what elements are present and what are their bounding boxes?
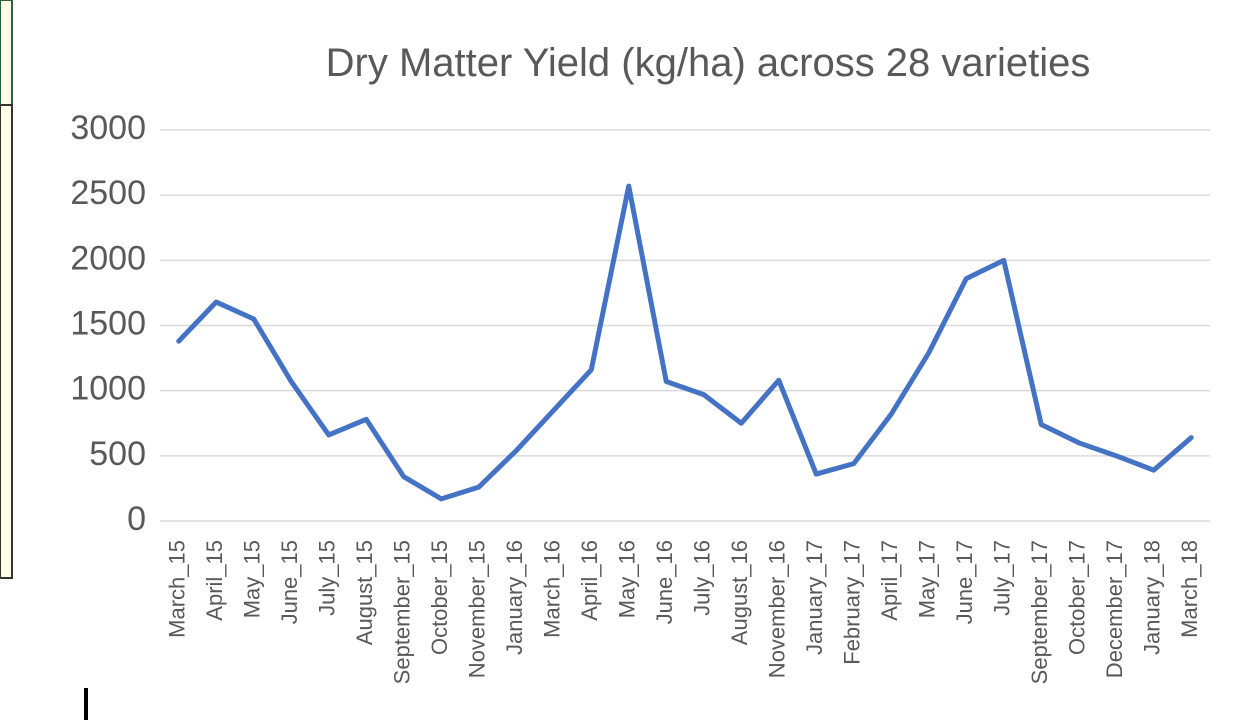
x-tick-label: July_16 <box>690 540 715 616</box>
x-tick-label: October_15 <box>427 540 452 655</box>
x-tick-label: April_16 <box>577 540 602 621</box>
x-tick-label: June_15 <box>277 540 302 624</box>
x-tick-label: December_17 <box>1102 540 1127 678</box>
x-tick-label: June_17 <box>952 540 977 624</box>
y-tick-label: 500 <box>89 435 146 473</box>
x-tick-label: January_18 <box>1140 540 1165 655</box>
y-tick-label: 1500 <box>70 304 146 342</box>
chart-title: Dry Matter Yield (kg/ha) across 28 varie… <box>326 41 1091 85</box>
x-tick-label: January_17 <box>802 540 827 655</box>
y-tick-label: 0 <box>127 500 146 538</box>
y-tick-label: 3000 <box>70 109 146 147</box>
x-tick-label: April_17 <box>877 540 902 621</box>
x-tick-label: July_17 <box>990 540 1015 616</box>
x-tick-label: March_16 <box>540 540 565 638</box>
cursor-mark <box>84 688 88 720</box>
x-tick-label: November_16 <box>765 540 790 678</box>
side-panel <box>0 104 13 579</box>
x-tick-label: May_16 <box>615 540 640 618</box>
x-tick-label: April_15 <box>202 540 227 621</box>
x-tick-label: August_16 <box>727 540 752 645</box>
x-tick-label: August_15 <box>352 540 377 645</box>
x-tick-label: September_15 <box>390 540 415 684</box>
x-tick-label: May_15 <box>240 540 265 618</box>
x-tick-label: November_15 <box>465 540 490 678</box>
y-tick-label: 1000 <box>70 370 146 408</box>
x-tick-label: March_15 <box>165 540 190 638</box>
x-tick-label: May_17 <box>915 540 940 618</box>
x-tick-label: October_17 <box>1065 540 1090 655</box>
line-series <box>176 183 1194 502</box>
side-panel <box>0 0 13 106</box>
x-tick-label: January_16 <box>502 540 527 655</box>
x-tick-label: September_17 <box>1027 540 1052 684</box>
x-tick-label: June_16 <box>652 540 677 624</box>
x-tick-label: July_15 <box>315 540 340 616</box>
x-tick-label: March_18 <box>1177 540 1202 638</box>
x-tick-label: February_17 <box>840 540 865 665</box>
y-tick-label: 2500 <box>70 174 146 212</box>
y-tick-label: 2000 <box>70 239 146 277</box>
